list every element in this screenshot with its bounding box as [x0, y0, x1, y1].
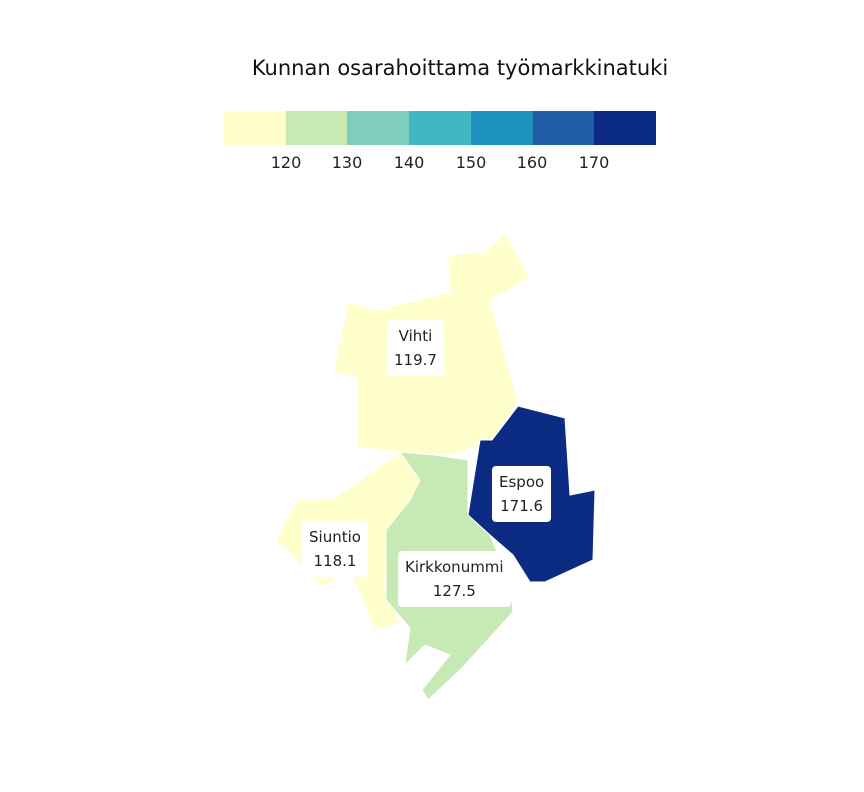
legend-swatch	[285, 111, 348, 145]
region-label-name: Vihti	[398, 327, 433, 345]
legend-swatch	[470, 111, 533, 145]
map-title: Kunnan osarahoittama työmarkkinatuki	[251, 56, 669, 80]
region-label-vihti: Vihti 119.7	[387, 320, 444, 376]
legend-tick: 140	[393, 153, 425, 172]
legend-swatch	[347, 111, 410, 145]
region-label-value: 119.7	[394, 351, 437, 369]
legend-swatch	[224, 111, 286, 145]
region-label-value: 118.1	[313, 552, 357, 570]
legend-tick: 160	[516, 153, 548, 172]
legend-tick: 150	[455, 153, 487, 172]
region-label-siuntio: Siuntio 118.1	[302, 521, 368, 577]
region-label-kirkkonummi: Kirkkonummi 127.5	[398, 551, 511, 607]
legend-tick: 170	[578, 153, 610, 172]
region-label-espoo: Espoo 171.6	[492, 466, 552, 522]
legend-tick: 120	[270, 153, 302, 172]
region-label-value: 171.6	[500, 497, 544, 515]
color-legend	[224, 111, 657, 145]
region-label-name: Espoo	[499, 473, 545, 491]
legend-swatch	[594, 111, 657, 145]
region-label-value: 127.5	[432, 582, 476, 600]
legend-swatch	[409, 111, 471, 145]
legend-swatch	[532, 111, 595, 145]
legend-tick: 130	[331, 153, 363, 172]
region-label-name: Siuntio	[309, 528, 361, 546]
legend-ticks: 120 130 140 150 160 170	[224, 153, 656, 177]
region-label-name: Kirkkonummi	[405, 558, 504, 576]
